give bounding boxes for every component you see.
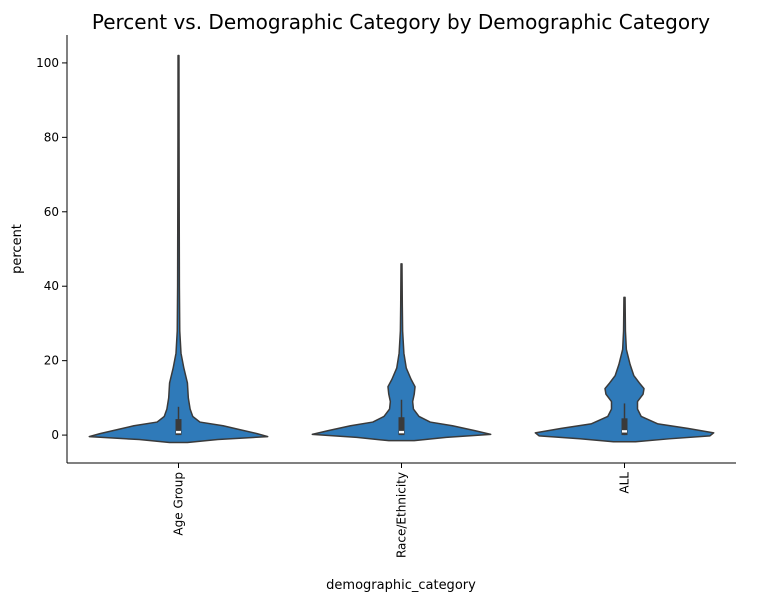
y-tick-label: 20 bbox=[44, 354, 59, 368]
y-tick-label: 100 bbox=[36, 56, 59, 70]
x-tick-label: Race/Ethnicity bbox=[395, 472, 409, 558]
violin-median-marker bbox=[176, 430, 181, 434]
y-tick-label: 60 bbox=[44, 205, 59, 219]
y-axis-label: percent bbox=[10, 224, 25, 274]
y-tick-label: 40 bbox=[44, 279, 59, 293]
violin-all bbox=[534, 296, 715, 443]
y-tick-label: 80 bbox=[44, 130, 59, 144]
violin-race-ethnicity bbox=[311, 263, 492, 442]
chart-title: Percent vs. Demographic Category by Demo… bbox=[92, 10, 710, 34]
y-axis-ticks: 0 20 40 60 80 100 bbox=[36, 56, 67, 442]
plot-area bbox=[88, 54, 715, 444]
violin-median-marker bbox=[399, 430, 404, 434]
y-tick-label: 0 bbox=[51, 428, 59, 442]
x-axis-ticks: Age Group Race/Ethnicity ALL bbox=[172, 463, 632, 558]
x-axis-label: demographic_category bbox=[326, 578, 476, 593]
violin-iqr-box bbox=[398, 417, 405, 436]
violin-age-group bbox=[88, 54, 269, 444]
violin-median-marker bbox=[622, 430, 627, 433]
violin-iqr-box bbox=[621, 418, 628, 436]
x-tick-label: ALL bbox=[618, 472, 632, 494]
x-tick-label: Age Group bbox=[172, 472, 186, 536]
violin-iqr-box bbox=[175, 419, 182, 436]
